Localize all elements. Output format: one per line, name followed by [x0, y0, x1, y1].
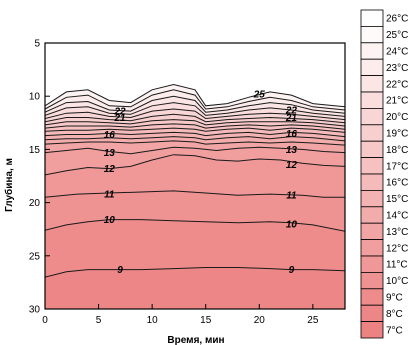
- axes: 0 5 10 15 20 25 5 10 15 20 25 30: [29, 39, 346, 326]
- legend-label: 7°C: [386, 325, 403, 336]
- x-tick-label: 5: [96, 315, 102, 326]
- y-tick-label: 25: [29, 251, 41, 262]
- legend-swatch: [360, 173, 384, 191]
- legend-swatch: [360, 189, 384, 208]
- isotherm-label-12: 12: [286, 160, 298, 171]
- isotherm-label-9: 9: [289, 265, 295, 276]
- isotherm-label-12: 12: [104, 164, 116, 175]
- y-tick-label: 15: [29, 145, 41, 156]
- isotherm-line-11: [45, 190, 345, 198]
- legend-swatch: [360, 239, 384, 257]
- isotherm-line-19: [45, 119, 345, 127]
- legend-label: 23°C: [386, 63, 408, 74]
- isotherm-label-9: 9: [117, 265, 123, 276]
- x-axis-label: Время, мин: [167, 335, 224, 345]
- legend-swatch: [360, 124, 384, 142]
- isotherm-line-20: [45, 113, 345, 124]
- legend-label: 17°C: [386, 161, 408, 172]
- isotherm-line-24: [45, 89, 345, 111]
- isotherm-label-25: 25: [253, 90, 266, 101]
- x-tick-label: 10: [147, 315, 159, 326]
- legend-swatch: [360, 271, 384, 290]
- legend-swatch: [360, 75, 384, 93]
- temperature-band-below-9: [45, 267, 345, 309]
- y-tick-label: 20: [29, 198, 41, 209]
- legend-swatch: [360, 9, 384, 27]
- y-tick-label: 10: [29, 92, 41, 103]
- legend-label: 26°C: [386, 14, 408, 25]
- x-tick-label: 25: [307, 315, 319, 326]
- legend-swatch: [360, 222, 384, 240]
- legend-swatch: [360, 58, 384, 77]
- legend-swatch: [360, 42, 384, 60]
- isotherm-line-12: [45, 154, 345, 176]
- isotherm-label-13: 13: [286, 145, 298, 156]
- y-tick-label: 30: [29, 305, 41, 316]
- legend-label: 14°C: [386, 211, 408, 222]
- legend-label: 18°C: [386, 145, 408, 156]
- isotherm-line-9: [45, 267, 345, 278]
- y-axis-label: Глубина, м: [3, 158, 15, 212]
- isotherm-label-11: 11: [286, 191, 297, 202]
- isotherm-label-22: 22: [285, 106, 298, 117]
- legend-label: 19°C: [386, 129, 408, 140]
- isotherm-label-10: 10: [286, 219, 298, 230]
- legend-swatch: [360, 91, 384, 109]
- isotherm-line-10: [45, 219, 345, 232]
- isotherm-label-10: 10: [104, 215, 116, 226]
- legend-label: 8°C: [386, 309, 403, 320]
- isotherm-line-21: [45, 108, 345, 121]
- legend-label: 9°C: [386, 293, 403, 304]
- isotherm-line-16: [45, 131, 345, 138]
- legend-swatch: [360, 288, 384, 306]
- legend-label: 25°C: [386, 30, 408, 41]
- isotherm-line-25: [45, 83, 345, 108]
- legend-swatch: [360, 25, 384, 44]
- legend-swatch: [360, 206, 384, 224]
- legend-swatch: [360, 140, 384, 158]
- legend-swatch: [360, 157, 384, 175]
- isotherm-line-17: [45, 127, 345, 133]
- legend-label: 21°C: [386, 96, 408, 107]
- isotherm-label-13: 13: [104, 148, 116, 159]
- isotherm-label-21: 21: [113, 113, 126, 124]
- legend-label: 11°C: [386, 260, 408, 271]
- legend-swatch: [360, 255, 384, 273]
- legend-swatch: [360, 304, 384, 323]
- plot-frame: [44, 42, 346, 310]
- legend-label: 24°C: [386, 47, 408, 58]
- legend: 26°C 25°C 24°C 23°C 22°C 21°C 20°C 19°C 18°C 17°C…: [360, 9, 408, 339]
- legend-label: 10°C: [386, 276, 408, 287]
- x-tick-label: 15: [200, 315, 212, 326]
- isotherm-line-13: [45, 146, 345, 155]
- legend-label: 13°C: [386, 227, 408, 238]
- isotherm-label-21: 21: [285, 113, 298, 124]
- isotherm-line-15: [45, 136, 345, 142]
- isotherm-label-16: 16: [104, 130, 116, 141]
- legend-label: 22°C: [386, 79, 408, 90]
- isotherm-line-18: [45, 123, 345, 130]
- isotherm-label-22: 22: [113, 107, 126, 118]
- isotherm-label-11: 11: [104, 190, 115, 201]
- isotherm-line-14: [45, 140, 345, 146]
- legend-label: 12°C: [386, 243, 408, 254]
- x-tick-label: 0: [42, 315, 48, 326]
- legend-swatch: [360, 321, 384, 339]
- x-tick-label: 20: [254, 315, 266, 326]
- legend-label: 15°C: [386, 194, 408, 205]
- y-tick-label: 5: [34, 39, 40, 50]
- legend-swatch: [360, 108, 384, 126]
- isotherm-label-16: 16: [286, 129, 298, 140]
- isotherm-line-23: [45, 95, 345, 114]
- legend-label: 20°C: [386, 112, 408, 123]
- legend-label: 16°C: [386, 178, 408, 189]
- isotherm-line-22: [45, 102, 345, 117]
